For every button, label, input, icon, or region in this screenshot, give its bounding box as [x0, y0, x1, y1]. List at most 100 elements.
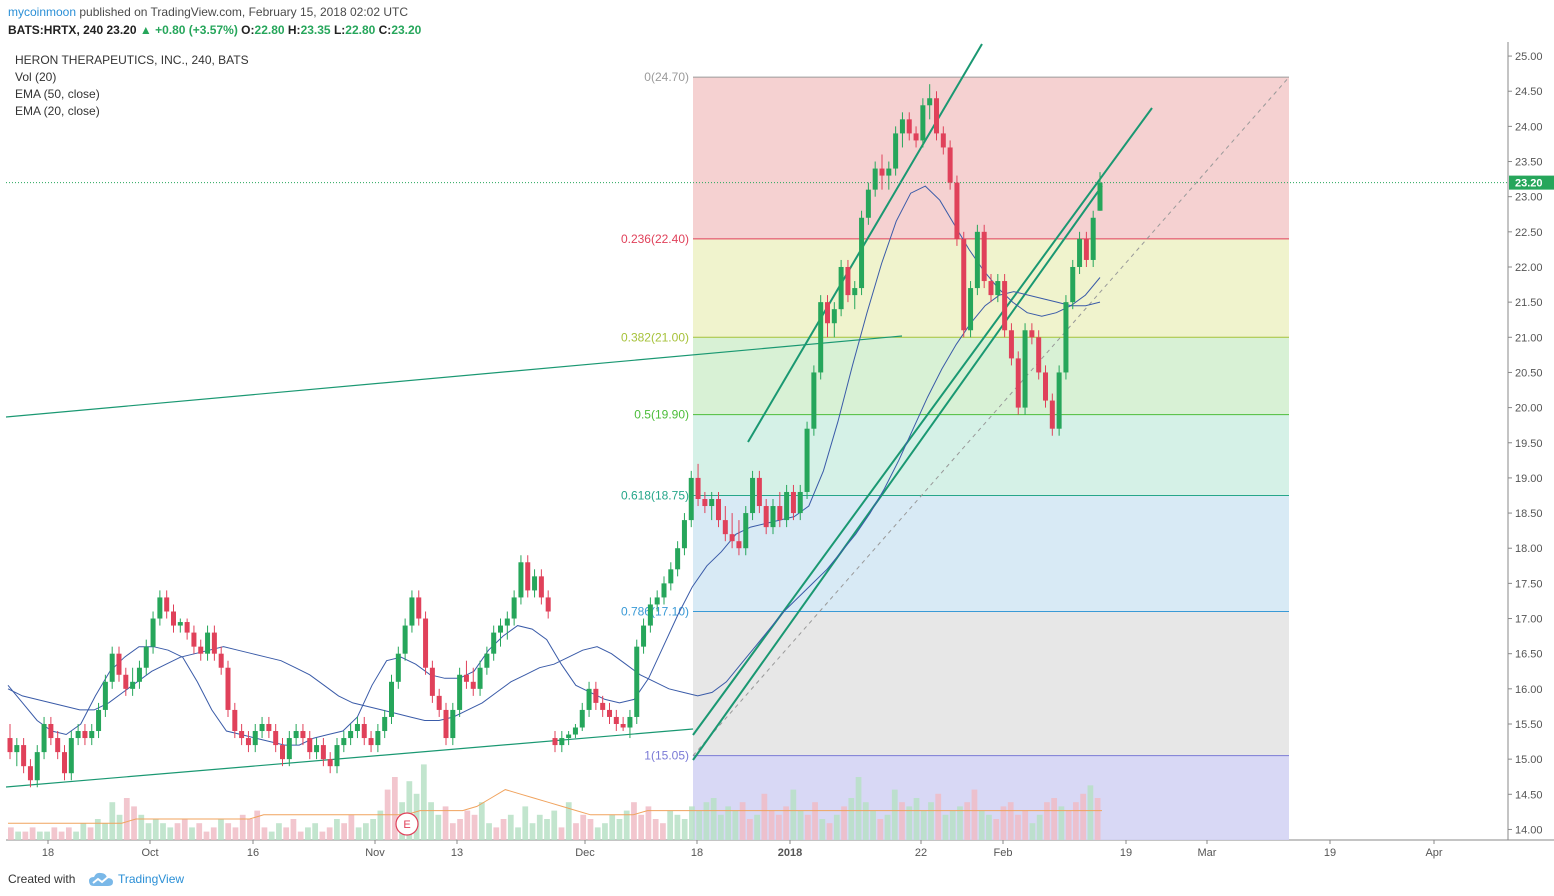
candle-body: [239, 731, 245, 739]
volume-bar: [891, 789, 898, 840]
price-tick-label: 15.50: [1515, 719, 1543, 731]
price-tick-label: 15.00: [1515, 754, 1543, 766]
candle-body: [198, 646, 204, 654]
low-value: 22.80: [345, 23, 376, 37]
candle-body: [7, 738, 13, 753]
volume-bar: [638, 814, 645, 840]
volume-bar: [254, 810, 261, 840]
volume-bar: [565, 802, 572, 840]
tradingview-cloud-icon[interactable]: [88, 871, 114, 894]
volume-bar: [457, 819, 463, 840]
candle-body: [341, 738, 347, 746]
candle-body: [259, 723, 265, 732]
fib-trend-line: [692, 76, 1290, 756]
candle-body: [532, 576, 538, 591]
candle-body: [280, 745, 285, 760]
candle-body: [191, 632, 197, 647]
volume-bar: [189, 827, 195, 840]
fib-level-label: 0.236(22.40): [621, 232, 689, 246]
candle-body: [1056, 372, 1062, 429]
candle-body: [838, 266, 844, 310]
time-tick-label: Mar: [1198, 847, 1217, 859]
volume-bar: [1073, 802, 1079, 840]
volume-bar: [391, 777, 398, 840]
candle-body: [893, 133, 899, 169]
candle-body: [974, 231, 980, 289]
volume-bar: [761, 793, 768, 840]
volume-bar: [239, 814, 246, 840]
volume-bar: [232, 827, 239, 840]
candle-body: [804, 428, 810, 492]
candle-body: [75, 731, 81, 739]
author-link[interactable]: mycoinmoon: [8, 5, 77, 19]
candle-body: [245, 738, 251, 746]
volume-bar: [942, 814, 949, 840]
volume-bar: [36, 831, 43, 840]
candle-body: [34, 752, 40, 781]
volume-bar: [478, 802, 485, 840]
price-chart[interactable]: 0(24.70) 0.236(22.40) 0.382(21.00) 0.5(19.9…: [0, 0, 1554, 866]
candle-body: [1036, 337, 1042, 373]
candle-body: [361, 723, 367, 739]
candle-body: [763, 506, 769, 528]
volume-bar: [710, 798, 717, 840]
volume-bar: [420, 764, 427, 840]
volume-bar: [631, 802, 637, 840]
candle-body: [1015, 358, 1021, 408]
volume-bar: [928, 802, 934, 840]
candle-body: [818, 302, 824, 373]
earnings-marker-icon: [395, 812, 419, 836]
volume-bar: [152, 819, 159, 840]
time-tick-label: Dec: [575, 847, 595, 859]
volume-bar: [261, 827, 268, 840]
price-tick-label: 19.00: [1515, 473, 1543, 485]
legend-ema-50: EMA (50, close): [15, 87, 100, 101]
volume-bar: [899, 802, 905, 840]
volume-bar: [464, 810, 471, 840]
volume-bar: [305, 827, 311, 840]
volume-bar: [102, 823, 108, 840]
volume-bar: [268, 831, 275, 840]
open-value: 22.80: [254, 23, 285, 37]
volume-bar: [370, 819, 376, 840]
volume-bar: [319, 831, 326, 840]
candle-body: [559, 738, 565, 746]
candle-body: [756, 477, 762, 507]
volume-bar: [580, 814, 587, 840]
volume-bar: [797, 810, 804, 840]
fib-level-label: 0.786(17.10): [621, 604, 689, 618]
volume-bar: [645, 806, 652, 840]
candle-body: [293, 731, 299, 739]
candle-body: [954, 182, 960, 239]
volume-bar: [544, 819, 550, 840]
candle-body: [525, 562, 531, 591]
candle-body: [48, 723, 54, 739]
candle-body: [1002, 281, 1008, 331]
volume-bar: [406, 781, 413, 840]
volume-bar: [471, 814, 478, 840]
candle-body: [981, 231, 987, 282]
candle-body: [886, 168, 892, 176]
candle-body: [218, 653, 224, 668]
volume-bar: [783, 806, 789, 840]
candle-body: [368, 738, 374, 746]
volume-bar: [522, 806, 529, 840]
candle-body: [89, 731, 95, 739]
candle-body: [102, 681, 108, 710]
volume-bar: [978, 810, 985, 840]
candle-body: [232, 709, 238, 732]
ema-50-line: [7, 291, 1101, 721]
volume-bar: [131, 806, 137, 840]
candle-body: [470, 681, 476, 689]
volume-bar: [1094, 798, 1101, 840]
candle-body: [702, 499, 708, 507]
tradingview-brand[interactable]: TradingView: [118, 872, 185, 886]
price-tick-label: 18.00: [1515, 543, 1543, 555]
candle-body: [920, 105, 926, 141]
candle-body: [566, 734, 572, 739]
candle-body: [722, 520, 728, 535]
candle-body: [109, 653, 115, 682]
time-tick-label: 18: [42, 847, 54, 859]
candle-body: [211, 632, 217, 654]
candle-body: [995, 281, 1001, 296]
